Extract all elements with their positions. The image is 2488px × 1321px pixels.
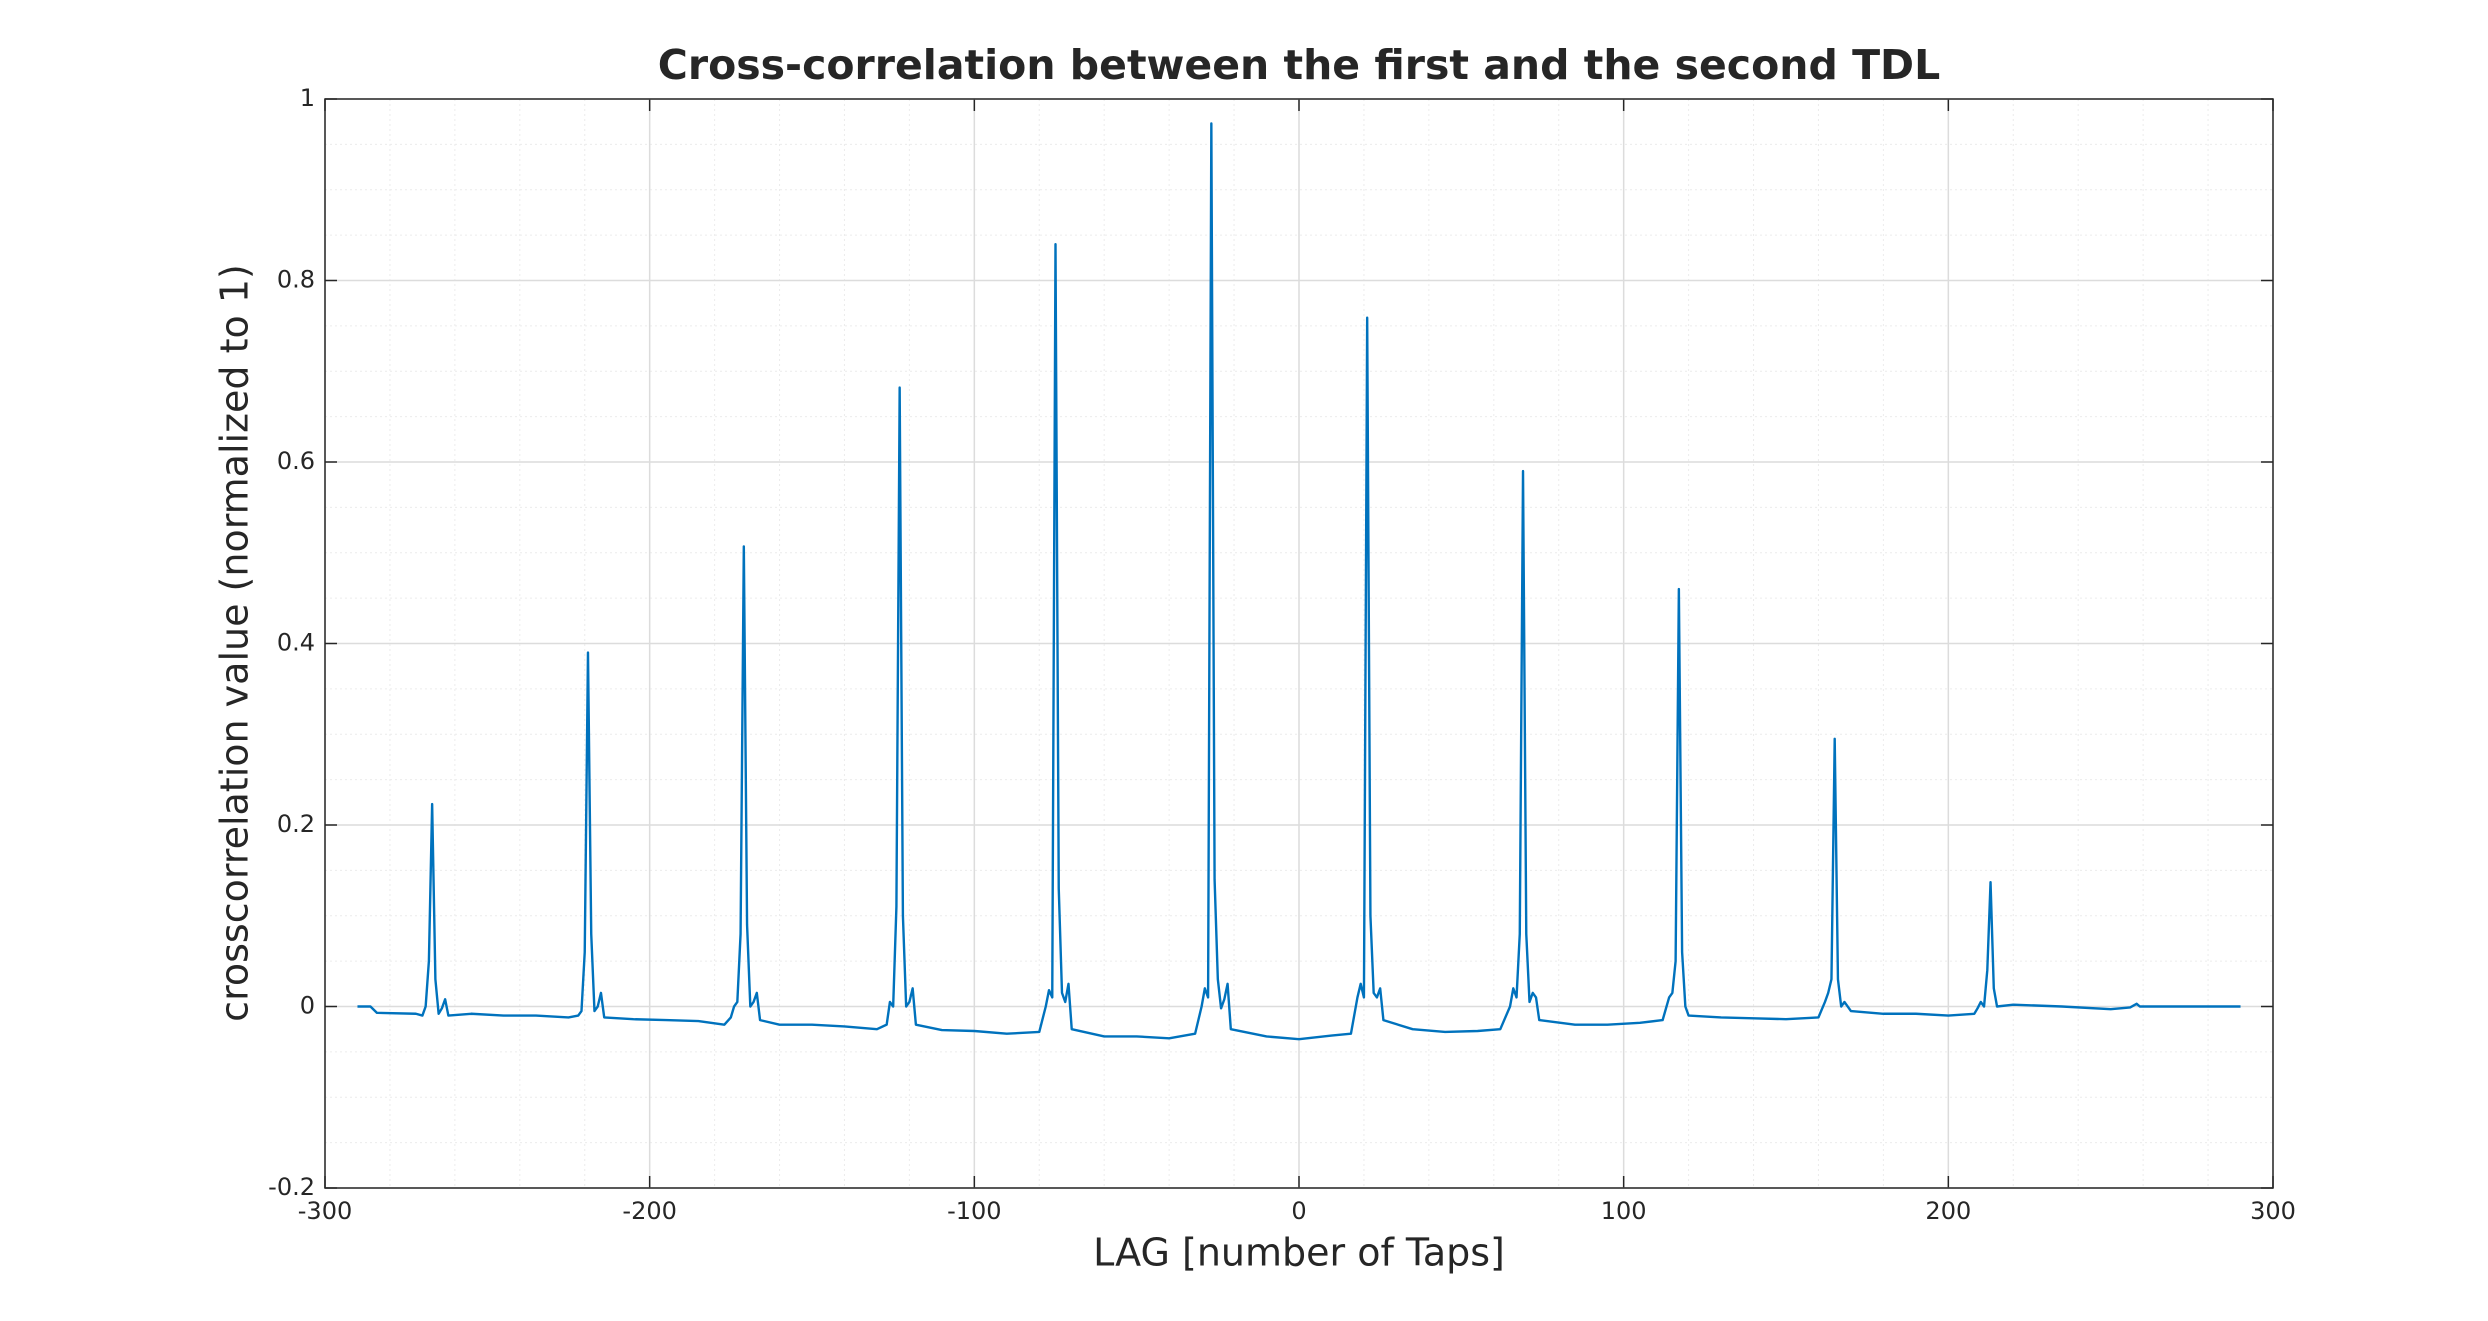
data-line [357, 122, 2241, 1041]
x-tick-label: -200 [622, 1197, 676, 1225]
y-tick-label: 0 [300, 992, 315, 1020]
y-tick-label: 0.2 [277, 810, 315, 838]
x-tick-label: -100 [947, 1197, 1001, 1225]
x-tick-label: 300 [2250, 1197, 2296, 1225]
y-tick-label: 0.4 [277, 629, 315, 657]
y-axis-label: crosscorrelation value (normalized to 1) [213, 264, 257, 1022]
x-tick-label: 100 [1601, 1197, 1647, 1225]
plot-frame [324, 98, 2274, 1189]
x-tick-label: 200 [1925, 1197, 1971, 1225]
x-tick-label: 0 [1291, 1197, 1306, 1225]
y-tick-label: -0.2 [268, 1173, 315, 1201]
y-tick-label: 1 [300, 84, 315, 112]
y-tick-label: 0.8 [277, 266, 315, 294]
x-tick-label: -300 [298, 1197, 352, 1225]
chart-title: Cross-correlation between the first and … [658, 41, 1940, 89]
x-axis-label: LAG [number of Taps] [1093, 1231, 1505, 1275]
y-tick-label: 0.6 [277, 447, 315, 475]
